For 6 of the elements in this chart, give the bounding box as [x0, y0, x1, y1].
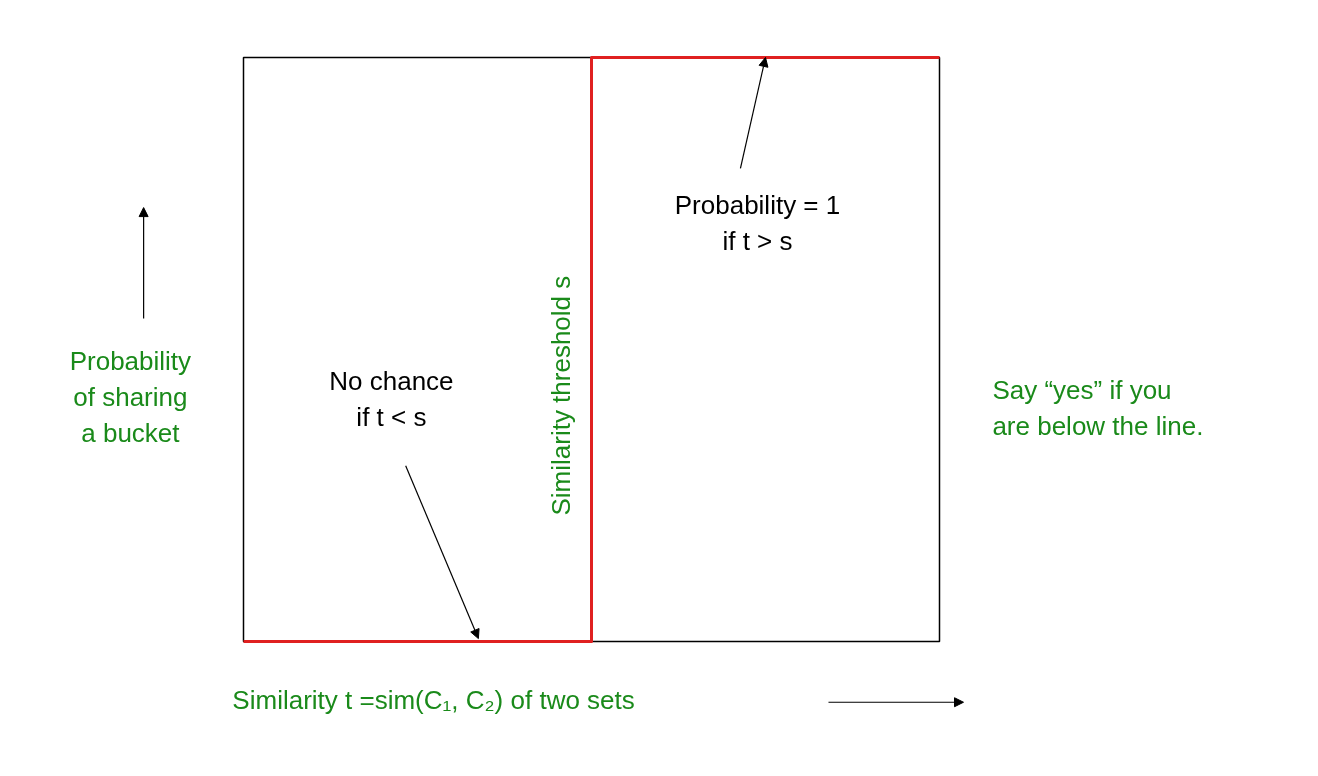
annotation: No chance if t < s [329, 365, 454, 432]
y-axis-title: Probability of sharing a bucket [69, 346, 192, 449]
annotation: Similarity threshold s [545, 275, 576, 516]
x-axis-title: Similarity t =sim(C₁, C₂) of two sets [232, 685, 635, 716]
text: Say “yes” if you are below the line. [992, 375, 1204, 442]
annotation: Probability = 1 if t > s [674, 190, 841, 257]
